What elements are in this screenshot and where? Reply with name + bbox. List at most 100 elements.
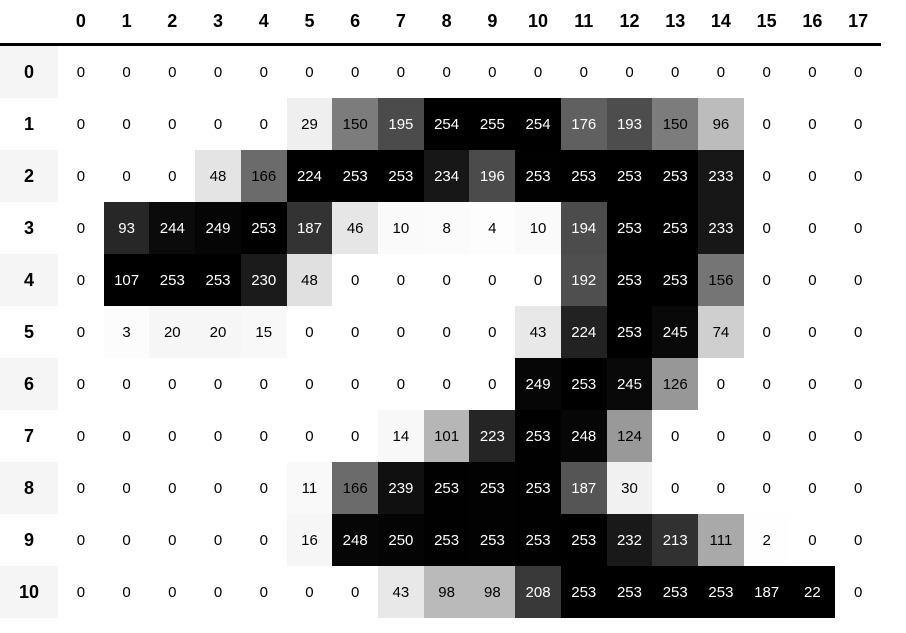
value-cell: 253 bbox=[240, 202, 287, 254]
value-cell: 29 bbox=[286, 98, 333, 150]
value-cell: 0 bbox=[743, 150, 790, 202]
column-header: 16 bbox=[789, 0, 836, 45]
column-header: 9 bbox=[469, 0, 516, 45]
value-cell: 0 bbox=[195, 44, 241, 98]
value-cell: 0 bbox=[378, 358, 424, 410]
value-cell: 150 bbox=[332, 98, 379, 150]
value-cell: 4 bbox=[469, 202, 516, 254]
row-header: 2 bbox=[0, 150, 58, 202]
value-cell: 223 bbox=[469, 410, 516, 462]
value-cell: 10 bbox=[515, 202, 561, 254]
value-cell: 253 bbox=[423, 514, 470, 566]
value-cell: 166 bbox=[332, 462, 379, 514]
value-cell: 253 bbox=[515, 462, 561, 514]
column-header: 0 bbox=[58, 0, 104, 45]
corner-cell bbox=[0, 0, 58, 45]
table-row: 6 0 0 0 0 0 0 0 0 0 0 249 253 245 126 0 0 0 0 bbox=[0, 358, 881, 410]
value-cell: 249 bbox=[195, 202, 241, 254]
column-header: 2 bbox=[149, 0, 196, 45]
table-row: 1 0 0 0 0 0 29 150 195 254 255 254 176 193 150 96 0 0 0 bbox=[0, 98, 881, 150]
value-cell: 0 bbox=[103, 98, 150, 150]
value-cell: 254 bbox=[515, 98, 561, 150]
value-cell: 234 bbox=[423, 150, 470, 202]
table-row: 8 0 0 0 0 0 11 166 239 253 253 253 187 30 0 0 0 0 0 bbox=[0, 462, 881, 514]
value-cell: 0 bbox=[286, 306, 333, 358]
table-row: 9 0 0 0 0 0 16 248 250 253 253 253 253 232 213 111 2 0 0 bbox=[0, 514, 881, 566]
value-cell: 253 bbox=[423, 462, 470, 514]
value-cell: 0 bbox=[332, 566, 379, 618]
value-cell: 253 bbox=[606, 306, 653, 358]
value-cell: 10 bbox=[378, 202, 424, 254]
value-cell: 11 bbox=[286, 462, 333, 514]
value-cell: 43 bbox=[378, 566, 424, 618]
value-cell: 230 bbox=[240, 254, 287, 306]
value-cell: 239 bbox=[378, 462, 424, 514]
value-cell: 111 bbox=[698, 514, 744, 566]
value-cell: 253 bbox=[469, 514, 516, 566]
value-cell: 0 bbox=[423, 358, 470, 410]
column-header: 6 bbox=[332, 0, 379, 45]
value-cell: 0 bbox=[698, 44, 744, 98]
value-cell: 253 bbox=[560, 566, 607, 618]
value-cell: 253 bbox=[560, 150, 607, 202]
value-cell: 0 bbox=[789, 202, 836, 254]
value-cell: 0 bbox=[332, 410, 379, 462]
value-cell: 0 bbox=[835, 462, 881, 514]
value-cell: 0 bbox=[58, 306, 104, 358]
row-header: 6 bbox=[0, 358, 58, 410]
column-header: 10 bbox=[515, 0, 561, 45]
value-cell: 253 bbox=[195, 254, 241, 306]
table-row: 10 0 0 0 0 0 0 0 43 98 98 208 253 253 253 253 187 22 0 bbox=[0, 566, 881, 618]
value-cell: 253 bbox=[606, 566, 653, 618]
value-cell: 249 bbox=[515, 358, 561, 410]
value-cell: 0 bbox=[743, 44, 790, 98]
table-row: 3 0 93 244 249 253 187 46 10 8 4 10 194 253 253 233 0 0 0 bbox=[0, 202, 881, 254]
value-cell: 0 bbox=[378, 254, 424, 306]
value-cell: 166 bbox=[240, 150, 287, 202]
value-cell: 0 bbox=[835, 306, 881, 358]
value-cell: 0 bbox=[423, 306, 470, 358]
value-cell: 253 bbox=[652, 566, 699, 618]
value-cell: 22 bbox=[789, 566, 836, 618]
value-cell: 253 bbox=[515, 514, 561, 566]
row-header: 7 bbox=[0, 410, 58, 462]
value-cell: 0 bbox=[58, 358, 104, 410]
value-cell: 0 bbox=[835, 358, 881, 410]
value-cell: 0 bbox=[652, 462, 699, 514]
value-cell: 176 bbox=[560, 98, 607, 150]
value-cell: 2 bbox=[743, 514, 790, 566]
value-cell: 233 bbox=[698, 150, 744, 202]
value-cell: 20 bbox=[149, 306, 196, 358]
value-cell: 196 bbox=[469, 150, 516, 202]
value-cell: 0 bbox=[515, 44, 561, 98]
value-cell: 0 bbox=[332, 44, 379, 98]
value-cell: 0 bbox=[149, 410, 196, 462]
value-cell: 46 bbox=[332, 202, 379, 254]
column-header: 8 bbox=[423, 0, 470, 45]
value-cell: 0 bbox=[698, 462, 744, 514]
value-cell: 0 bbox=[149, 44, 196, 98]
value-cell: 0 bbox=[560, 44, 607, 98]
value-cell: 0 bbox=[743, 306, 790, 358]
value-cell: 250 bbox=[378, 514, 424, 566]
column-header: 13 bbox=[652, 0, 699, 45]
value-cell: 224 bbox=[560, 306, 607, 358]
column-header: 7 bbox=[378, 0, 424, 45]
value-cell: 0 bbox=[58, 254, 104, 306]
table-row: 4 0 107 253 253 230 48 0 0 0 0 0 192 253 253 156 0 0 0 bbox=[0, 254, 881, 306]
value-cell: 0 bbox=[240, 566, 287, 618]
column-header: 3 bbox=[195, 0, 241, 45]
row-header: 4 bbox=[0, 254, 58, 306]
value-cell: 98 bbox=[423, 566, 470, 618]
value-cell: 0 bbox=[149, 358, 196, 410]
column-header: 12 bbox=[606, 0, 653, 45]
value-cell: 0 bbox=[195, 462, 241, 514]
value-cell: 0 bbox=[332, 358, 379, 410]
value-cell: 0 bbox=[149, 98, 196, 150]
table-row: 5 0 3 20 20 15 0 0 0 0 0 43 224 253 245 74 0 0 0 bbox=[0, 306, 881, 358]
value-cell: 253 bbox=[515, 410, 561, 462]
row-header: 9 bbox=[0, 514, 58, 566]
value-cell: 0 bbox=[698, 410, 744, 462]
value-cell: 0 bbox=[103, 358, 150, 410]
